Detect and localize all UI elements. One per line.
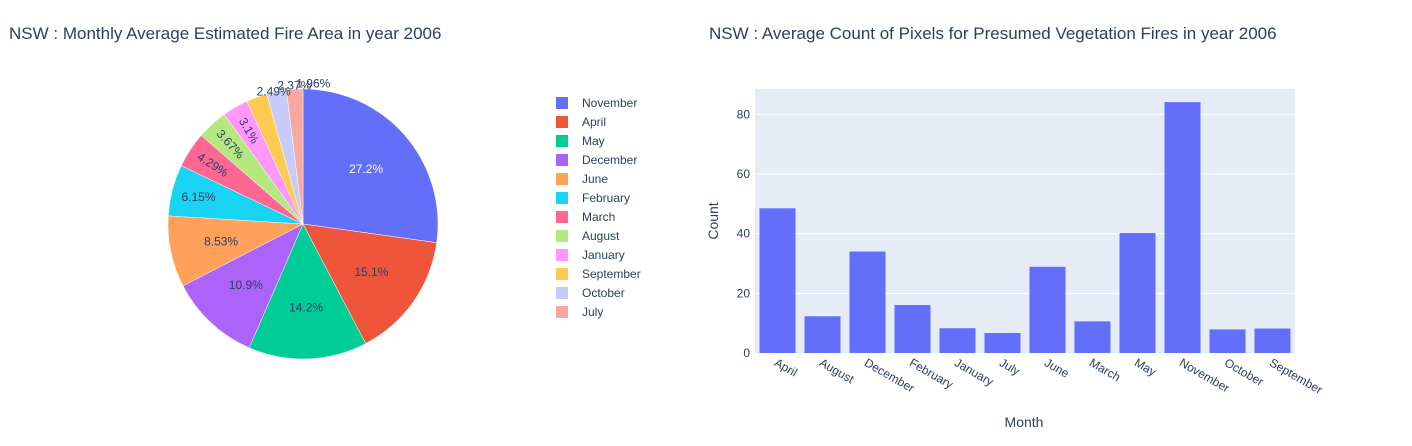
x-tick-label-july: July — [997, 355, 1022, 378]
y-tick-label-60: 60 — [737, 167, 751, 181]
y-axis-ticks: 0 20 40 60 80 — [737, 107, 751, 360]
legend-label-may: May — [582, 134, 605, 148]
bar-march — [1075, 321, 1111, 353]
legend-label-june: June — [582, 172, 608, 186]
pie-slice-label-july: 1.96% — [296, 76, 330, 90]
legend-label-september: September — [582, 267, 641, 281]
legend-swatch-july — [556, 306, 568, 318]
bar-november — [1165, 102, 1201, 353]
y-axis-title: Count — [705, 202, 721, 239]
bar-february — [895, 305, 931, 353]
bar-september — [1255, 329, 1291, 353]
bar-chart-title: NSW : Average Count of Pixels for Presum… — [709, 24, 1277, 43]
pie-chart-title: NSW : Monthly Average Estimated Fire Are… — [9, 24, 441, 43]
x-tick-label-june: June — [1042, 355, 1072, 380]
bar-january — [940, 328, 976, 353]
legend-label-january: January — [582, 248, 625, 262]
legend-swatch-september — [556, 268, 568, 280]
x-tick-label-september: September — [1267, 355, 1325, 396]
bar-july — [985, 333, 1021, 353]
pie-legend: November April May December June February Marc… — [556, 96, 641, 319]
x-tick-label-march: March — [1087, 355, 1123, 384]
x-tick-label-may: May — [1132, 355, 1159, 378]
bar-august — [805, 316, 841, 353]
legend-swatch-february — [556, 192, 568, 204]
legend-swatch-may — [556, 135, 568, 147]
bar-plot-area — [755, 89, 1295, 353]
bar-june — [1030, 267, 1066, 353]
legend-swatch-october — [556, 287, 568, 299]
legend-label-july: July — [582, 305, 603, 319]
pie-slice-label-november: 27.2% — [349, 162, 383, 176]
legend-label-october: October — [582, 286, 625, 300]
bar-october — [1210, 329, 1246, 353]
x-tick-label-january: January — [952, 355, 996, 388]
legend-swatch-november — [556, 97, 568, 109]
bar-april — [760, 208, 796, 353]
x-tick-label-august: August — [817, 355, 857, 386]
y-tick-label-20: 20 — [737, 286, 751, 300]
x-tick-label-november: November — [1177, 355, 1232, 395]
legend-swatch-march — [556, 211, 568, 223]
legend-swatch-april — [556, 116, 568, 128]
legend-label-november: November — [582, 96, 637, 110]
pie-slice-label-may: 14.2% — [289, 301, 323, 315]
legend-label-april: April — [582, 115, 606, 129]
pie-slice-label-december: 10.9% — [229, 278, 263, 292]
y-tick-label-0: 0 — [743, 346, 750, 360]
y-tick-label-80: 80 — [737, 107, 751, 121]
bar-may — [1120, 233, 1156, 353]
legend-label-march: March — [582, 210, 615, 224]
legend-label-december: December — [582, 153, 637, 167]
legend-label-august: August — [582, 229, 620, 243]
y-tick-label-40: 40 — [737, 227, 751, 241]
x-tick-label-april: April — [772, 355, 800, 379]
legend-label-february: February — [582, 191, 630, 205]
legend-swatch-august — [556, 230, 568, 242]
pie-slice-label-february: 6.15% — [181, 190, 215, 204]
legend-swatch-june — [556, 173, 568, 185]
x-tick-label-december: December — [862, 355, 917, 395]
legend-swatch-january — [556, 249, 568, 261]
legend-swatch-december — [556, 154, 568, 166]
pie-slice-label-june: 8.53% — [204, 234, 238, 248]
pie-chart — [168, 89, 438, 359]
pie-slice-label-april: 15.1% — [354, 265, 388, 279]
bar-december — [850, 252, 886, 353]
x-axis-title: Month — [1005, 414, 1044, 430]
